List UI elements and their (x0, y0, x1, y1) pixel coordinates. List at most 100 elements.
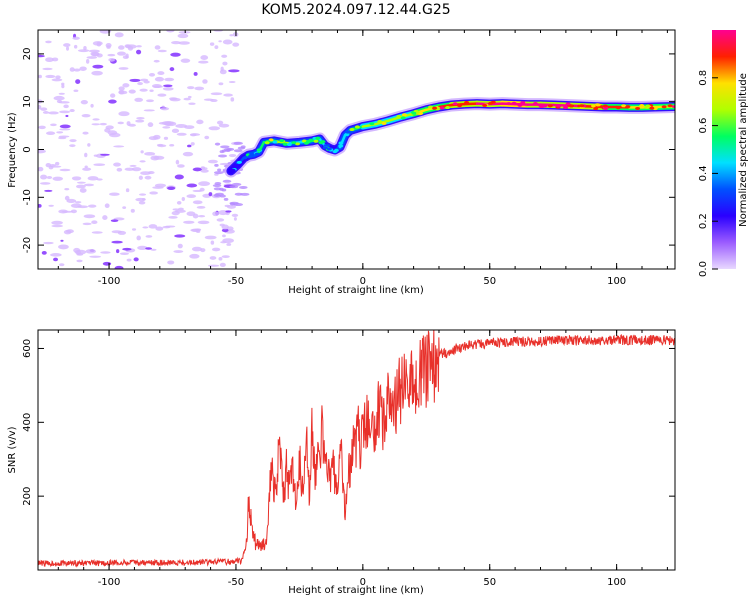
ridge-core (374, 119, 390, 126)
ridge-dash (563, 105, 569, 109)
noise-speckle (148, 72, 156, 77)
noise-speckle (204, 135, 210, 140)
noise-speckle (66, 198, 77, 203)
ridge-dash (615, 106, 621, 110)
noise-speckle (118, 45, 125, 50)
x-tick-label: 50 (483, 276, 496, 287)
noise-speckle (232, 42, 240, 47)
ridge-dash (301, 139, 307, 143)
colorbar-tick-label: 0.8 (698, 70, 709, 86)
ridge-dash (231, 164, 237, 168)
ridge-dash (579, 104, 585, 108)
ridge-dash (602, 104, 608, 108)
noise-speckle (108, 58, 116, 62)
noise-speckle (99, 30, 112, 34)
noise-speckle (76, 259, 83, 263)
ridge-dash (291, 141, 297, 145)
noise-speckle (142, 226, 149, 229)
noise-speckle (144, 175, 152, 180)
noise-speckle (102, 215, 108, 221)
ridge-dash (354, 125, 360, 129)
noise-speckle (150, 155, 160, 161)
noise-speckle (56, 131, 64, 134)
ridge-dash (305, 140, 311, 144)
snr-line (38, 330, 675, 568)
noise-speckle (64, 195, 70, 201)
ridge-dash (315, 136, 321, 140)
noise-speckle (174, 174, 184, 180)
noise-speckle (163, 84, 173, 88)
ridge-dash (326, 147, 332, 151)
ridge-dash (593, 107, 599, 111)
y-tick-label: 20 (22, 48, 33, 61)
noise-speckle (48, 165, 54, 170)
noise-speckle (61, 210, 74, 213)
ridge-dash (439, 106, 445, 110)
noise-speckle (222, 39, 233, 45)
noise-speckle (167, 186, 176, 190)
noise-speckle (96, 178, 103, 181)
spectrogram-y-label: Frequency (Hz) (7, 112, 18, 188)
noise-speckle (166, 30, 175, 33)
x-tick-label: -100 (98, 276, 121, 287)
noise-speckle (75, 184, 86, 189)
noise-speckle (55, 75, 61, 79)
noise-speckle (116, 167, 123, 172)
spectrogram-x-ticks: -100 -50 0 50 100 (57, 30, 668, 287)
noise-speckle (175, 159, 180, 165)
noise-speckle (150, 248, 157, 251)
ridge-dash (377, 120, 383, 124)
colorbar-tick-label: 0.4 (698, 165, 709, 181)
ridge-dash (603, 106, 609, 110)
ridge-dash (282, 142, 288, 146)
noise-speckle (40, 107, 48, 111)
noise-speckle (213, 187, 222, 191)
spectrogram-ridge (224, 97, 675, 178)
noise-speckle (188, 102, 196, 105)
noise-speckle (122, 55, 129, 60)
noise-speckle (196, 205, 206, 209)
colorbar: 0.0 0.2 0.4 0.6 0.8 Normalized spectral ampl… (698, 30, 749, 277)
ridge-dash (268, 138, 274, 142)
noise-speckle (223, 197, 229, 201)
noise-speckle (187, 86, 195, 90)
noise-speckle (66, 229, 74, 234)
noise-speckle (155, 226, 164, 231)
ridge-dash (635, 106, 641, 110)
noise-speckle (136, 117, 145, 120)
noise-speckle (53, 257, 59, 262)
noise-speckle (87, 176, 99, 181)
noise-speckle (92, 41, 103, 46)
noise-speckle (111, 240, 123, 244)
noise-speckle (190, 133, 197, 137)
ridge-dash (236, 160, 242, 164)
noise-speckle (186, 194, 197, 199)
noise-speckle (99, 122, 107, 126)
ridge-dash (464, 100, 470, 104)
noise-speckle (49, 164, 56, 167)
noise-speckle (126, 121, 131, 126)
noise-speckle (119, 252, 130, 256)
ridge-dash (482, 103, 488, 107)
noise-speckle (111, 230, 122, 234)
noise-speckle (113, 145, 125, 148)
ridge-dash (595, 103, 601, 107)
y-tick-label: -20 (22, 237, 33, 253)
noise-speckle (178, 31, 191, 34)
noise-speckle (154, 76, 165, 82)
noise-speckle (168, 215, 178, 219)
noise-speckle (198, 60, 209, 64)
noise-speckle (234, 192, 243, 196)
noise-speckle (180, 58, 191, 63)
noise-speckle (139, 160, 146, 163)
ridge-dash (254, 152, 260, 156)
snr-x-label: Height of straight line (km) (288, 585, 424, 596)
noise-speckle (59, 263, 65, 267)
noise-speckle (228, 153, 237, 158)
noise-speckle (208, 264, 220, 267)
noise-speckle (70, 209, 77, 214)
y-tick-label: 400 (22, 413, 33, 432)
noise-speckle (221, 255, 230, 259)
noise-speckle (162, 87, 174, 91)
noise-speckle (200, 55, 209, 60)
